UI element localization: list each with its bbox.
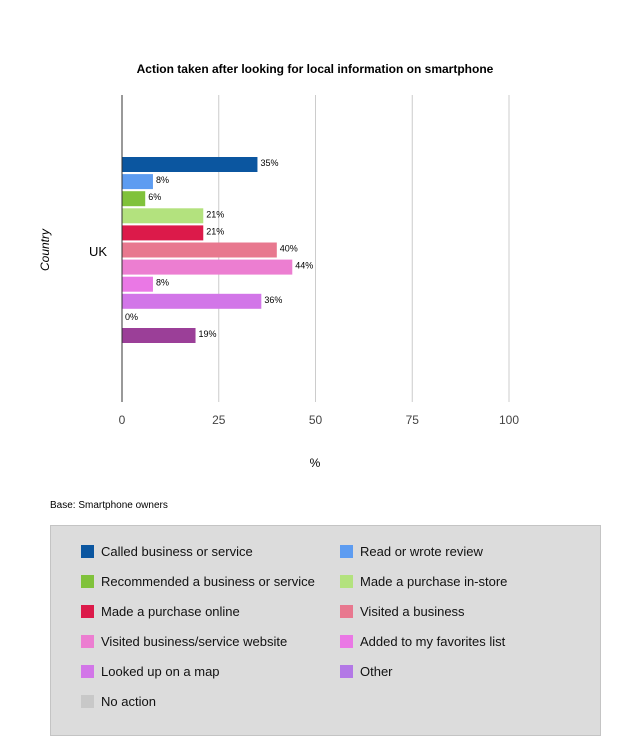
legend-swatch xyxy=(340,635,353,648)
legend-item: No action xyxy=(81,694,156,709)
legend-swatch xyxy=(81,635,94,648)
category-label-uk: UK xyxy=(89,244,107,259)
legend-label: Looked up on a map xyxy=(101,664,220,679)
bar xyxy=(122,225,204,241)
legend-swatch xyxy=(81,665,94,678)
bar xyxy=(122,293,262,309)
legend-label: Added to my favorites list xyxy=(360,634,506,649)
legend-item: Read or wrote review xyxy=(340,544,483,559)
bar xyxy=(122,191,146,207)
data-label: 8% xyxy=(156,278,169,288)
bar xyxy=(122,157,258,172)
data-label: 21% xyxy=(206,226,224,236)
legend-swatch xyxy=(340,605,353,618)
legend-item: Added to my favorites list xyxy=(340,634,505,649)
legend-swatch xyxy=(81,605,94,618)
legend-swatch xyxy=(340,665,353,678)
bar xyxy=(122,328,196,343)
legend-item: Visited business/service website xyxy=(81,634,287,649)
bar-series: 35% 8% 6% 21% 21% 40% 44% 8% 36% 0% 19% xyxy=(122,157,313,343)
legend-swatch xyxy=(81,575,94,588)
chart-title: Action taken after looking for local inf… xyxy=(137,62,494,76)
x-tick-label: 50 xyxy=(309,413,323,427)
legend-label: Visited a business xyxy=(360,604,465,619)
x-tick-label: 100 xyxy=(499,413,519,427)
legend-label: Read or wrote review xyxy=(360,544,483,559)
bar xyxy=(122,242,277,258)
legend-item: Other xyxy=(340,664,393,679)
data-label: 8% xyxy=(156,175,169,185)
legend-item: Made a purchase in-store xyxy=(340,574,507,589)
x-tick-label: 75 xyxy=(406,413,420,427)
x-tick-label: 0 xyxy=(119,413,126,427)
legend-label: Made a purchase online xyxy=(101,604,240,619)
bar xyxy=(122,259,293,275)
legend-item: Made a purchase online xyxy=(81,604,240,619)
x-tick-labels: 0 25 50 75 100 xyxy=(119,413,520,427)
legend-item: Called business or service xyxy=(81,544,253,559)
x-tick-label: 25 xyxy=(212,413,226,427)
data-label: 36% xyxy=(264,295,282,305)
data-label: 35% xyxy=(260,158,278,168)
legend-swatch xyxy=(81,545,94,558)
footnote: Base: Smartphone owners xyxy=(50,500,168,511)
chart: Action taken after looking for local inf… xyxy=(38,62,520,470)
legend-label: No action xyxy=(101,694,156,709)
data-label: 21% xyxy=(206,209,224,219)
data-label: 0% xyxy=(125,312,138,322)
legend: Called business or service Read or wrote … xyxy=(50,525,601,736)
legend-item: Visited a business xyxy=(340,604,465,619)
bar xyxy=(122,208,204,224)
legend-swatch xyxy=(340,545,353,558)
data-label: 19% xyxy=(199,329,217,339)
legend-label: Other xyxy=(360,664,393,679)
legend-label: Visited business/service website xyxy=(101,634,288,649)
x-axis-title: % xyxy=(310,456,321,470)
legend-label: Made a purchase in-store xyxy=(360,574,508,589)
legend-swatch xyxy=(81,695,94,708)
bar xyxy=(122,174,153,190)
legend-swatch xyxy=(340,575,353,588)
bar xyxy=(122,276,153,292)
data-label: 6% xyxy=(148,192,161,202)
legend-item: Recommended a business or service xyxy=(81,574,315,589)
legend-label: Called business or service xyxy=(101,544,253,559)
y-axis-title: Country xyxy=(38,228,52,271)
data-label: 40% xyxy=(280,244,298,254)
legend-item: Looked up on a map xyxy=(81,664,220,679)
data-label: 44% xyxy=(295,261,313,271)
legend-label: Recommended a business or service xyxy=(101,574,315,589)
